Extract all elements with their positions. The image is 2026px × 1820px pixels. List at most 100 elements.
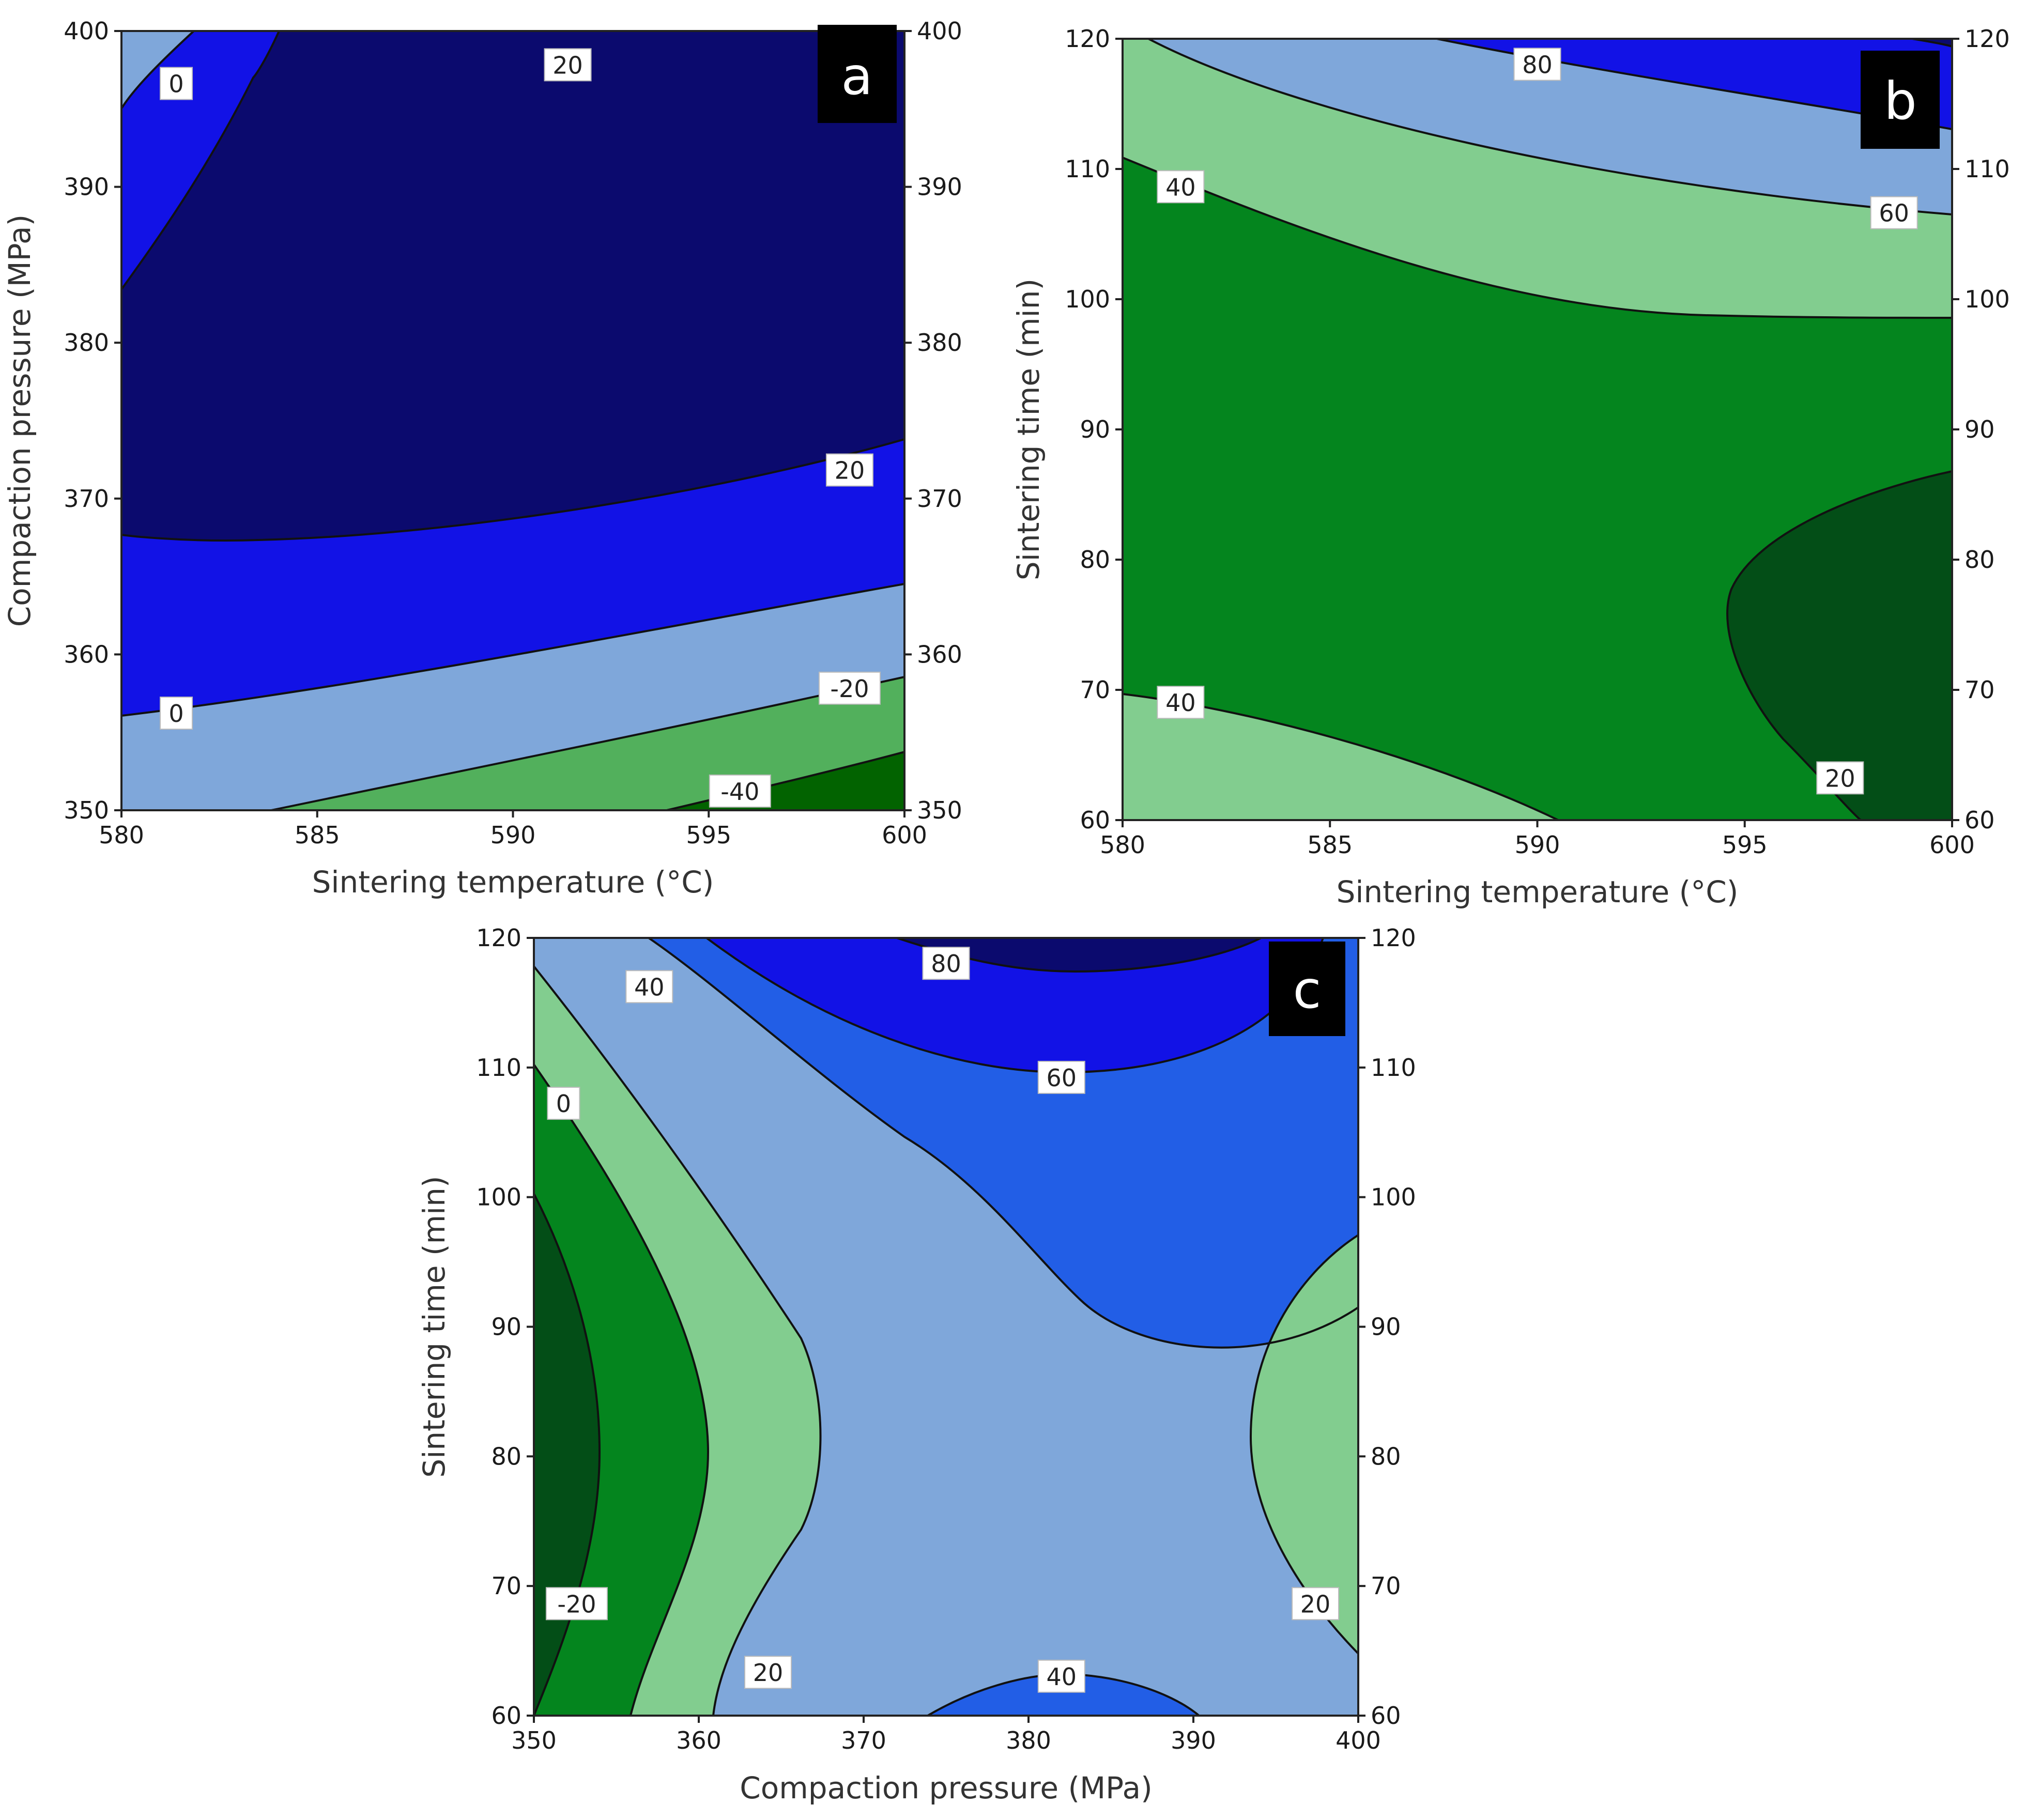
panel-c-y-tick-label: 90	[491, 1313, 521, 1341]
panel-a-y-tick-label-right: 390	[917, 173, 962, 201]
panel-a-letter: a	[841, 46, 872, 106]
panel-b-y-tick-label-right: 110	[1964, 155, 2010, 183]
panel-a-contour-label: 0	[168, 700, 183, 728]
panel-a-x-tick-label: 595	[686, 821, 731, 849]
panel-a-x-tick-label: 590	[490, 821, 536, 849]
panel-c-contour-label: 0	[556, 1090, 571, 1118]
panel-c-contour-label-box	[922, 947, 970, 980]
panel-a-y-axis-label: Compaction pressure (MPa)	[2, 214, 37, 627]
panel-a-region-darkest-green	[667, 752, 904, 810]
panel-b-contour-line	[1148, 39, 1952, 215]
panel-c-region-light-green-right	[1251, 1235, 1358, 1654]
panel-c-x-axis-label: Compaction pressure (MPa)	[740, 1770, 1152, 1806]
panel-c-contour-line	[534, 1193, 601, 1716]
panel-b-region-dark-green	[1727, 471, 1952, 820]
panel-a-contour-line	[121, 31, 281, 290]
panel-b-badge	[1861, 51, 1940, 149]
panel-c-region-blue	[707, 938, 1323, 1072]
panel-b-contour-label: 20	[1825, 764, 1855, 792]
panel-b-y-tick-label-right: 60	[1964, 806, 1995, 834]
panel-b-y-axis-label: Sintering time (min)	[1011, 279, 1046, 580]
panel-c-y-tick-label: 100	[476, 1183, 521, 1211]
panel-a-contour-line	[121, 31, 195, 110]
panel-a-contour-label-box	[160, 697, 193, 730]
panel-b-region-light-green-bottom	[1123, 694, 1558, 820]
panel-b-y-tick-label: 70	[1080, 676, 1110, 704]
panel-b-contour-label: 40	[1165, 689, 1196, 717]
panel-c-contour-label: 20	[1300, 1590, 1331, 1618]
panel-a-x-tick-label: 585	[295, 821, 340, 849]
panel-c-x-tick-label: 400	[1336, 1726, 1381, 1754]
panel-c-letter: c	[1293, 960, 1322, 1020]
panel-c-y-tick-label-right: 110	[1371, 1054, 1416, 1082]
panel-c-contour-label: 20	[753, 1659, 784, 1687]
panel-c-contour-label-box	[1037, 1659, 1085, 1693]
panel-a-y-tick-label: 360	[64, 640, 109, 668]
panel-c-contour-label: -20	[557, 1590, 596, 1618]
panel-c-contour-line	[534, 1063, 710, 1716]
panel-c-y-tick-label: 60	[491, 1702, 521, 1730]
panel-c-badge	[1269, 942, 1345, 1036]
panel-c-contour-line	[648, 938, 1358, 1349]
panel-c-contour-label-box	[744, 1656, 792, 1689]
panel-a-y-tick-label: 370	[64, 485, 109, 513]
panel-a-contour-line	[121, 438, 904, 542]
panel-a-contour-label-box	[818, 671, 881, 705]
panel-c-contour-label-box	[1292, 1587, 1340, 1621]
panel-b-x-tick-label: 600	[1929, 831, 1975, 859]
panel-c-y-tick-label-right: 100	[1371, 1183, 1416, 1211]
panel-a-y-tick-label-right: 350	[917, 796, 962, 824]
panel-a-contour-label: 20	[835, 457, 865, 485]
panel-a-y-tick-label: 390	[64, 173, 109, 201]
panel-a-y-tick-label-right: 360	[917, 640, 962, 668]
panel-a-contour-line	[271, 676, 904, 810]
panel-a-x-tick-label: 600	[882, 821, 927, 849]
panel-b-y-tick-label: 110	[1065, 155, 1110, 183]
panel-a-contour-line	[666, 751, 904, 810]
panel-a-contour-label-box	[160, 67, 193, 100]
panel-a-x-tick-label: 580	[99, 821, 144, 849]
panel-a-contour-label: -20	[830, 675, 869, 703]
panel-a-region-corner	[121, 31, 194, 109]
panel-b-y-tick-label-right: 70	[1964, 676, 1995, 704]
panel-c-y-tick-label: 110	[476, 1054, 521, 1082]
panel-b-contour-fill	[1123, 39, 1952, 820]
panel-c-contour-label-box	[1037, 1060, 1085, 1094]
panel-b-x-axis-label: Sintering temperature (°C)	[1337, 874, 1739, 909]
panel-c-contour-label: 80	[931, 950, 961, 978]
panel-a-y-tick-label-right: 370	[917, 485, 962, 513]
panel-c-y-tick-label-right: 60	[1371, 1702, 1401, 1730]
panel-b-x-tick-label: 580	[1100, 831, 1145, 859]
panel-c-contour-label-box	[547, 1087, 580, 1120]
panel-c-contour-fill	[534, 938, 1358, 1716]
panel-a-y-tick-label: 380	[64, 329, 109, 357]
panel-c-x-tick-label: 390	[1171, 1726, 1216, 1754]
panel-b-y-tick-label-right: 100	[1964, 285, 2010, 313]
panel-b-x-tick-label: 595	[1722, 831, 1768, 859]
panel-c-y-axis-label: Sintering time (min)	[417, 1176, 452, 1477]
panel-a-contour-label-box	[709, 774, 771, 808]
panel-a-contour-label: -40	[720, 778, 759, 806]
panel-c-contour-line	[896, 938, 1262, 973]
panel-a-contour-label: 0	[168, 70, 183, 98]
panel-b-contour-label-box	[1816, 761, 1864, 795]
panel-c-y-tick-label: 70	[491, 1572, 521, 1600]
panel-a-contour-label-box	[544, 48, 592, 82]
panel-a-y-tick-label: 350	[64, 796, 109, 824]
panel-a-x-axis-label: Sintering temperature (°C)	[312, 865, 714, 900]
panel-a-contour-line	[121, 583, 904, 717]
panel-a-badge	[818, 25, 897, 123]
panel-a-y-tick-label-right: 380	[917, 329, 962, 357]
panel-c-x-tick-label: 370	[841, 1726, 886, 1754]
panel-b-contour-label: 60	[1879, 199, 1909, 227]
panel-c-contour-plot: 350 360 370 380 390 4006070809010011012060708…	[417, 924, 1416, 1806]
panel-c-contour-label: 60	[1047, 1064, 1077, 1092]
panel-b-y-tick-label: 90	[1080, 415, 1110, 443]
panel-c-x-tick-label: 380	[1006, 1726, 1051, 1754]
panel-c-contour-label: 40	[634, 973, 665, 1001]
panel-b-y-tick-label-right: 80	[1964, 546, 1995, 574]
panel-a-region-very-dark-blue	[121, 31, 904, 541]
panel-b-contour-label-box	[1870, 196, 1918, 229]
panel-a-contour-label: 20	[552, 51, 583, 79]
panel-b-letter: b	[1884, 71, 1916, 131]
